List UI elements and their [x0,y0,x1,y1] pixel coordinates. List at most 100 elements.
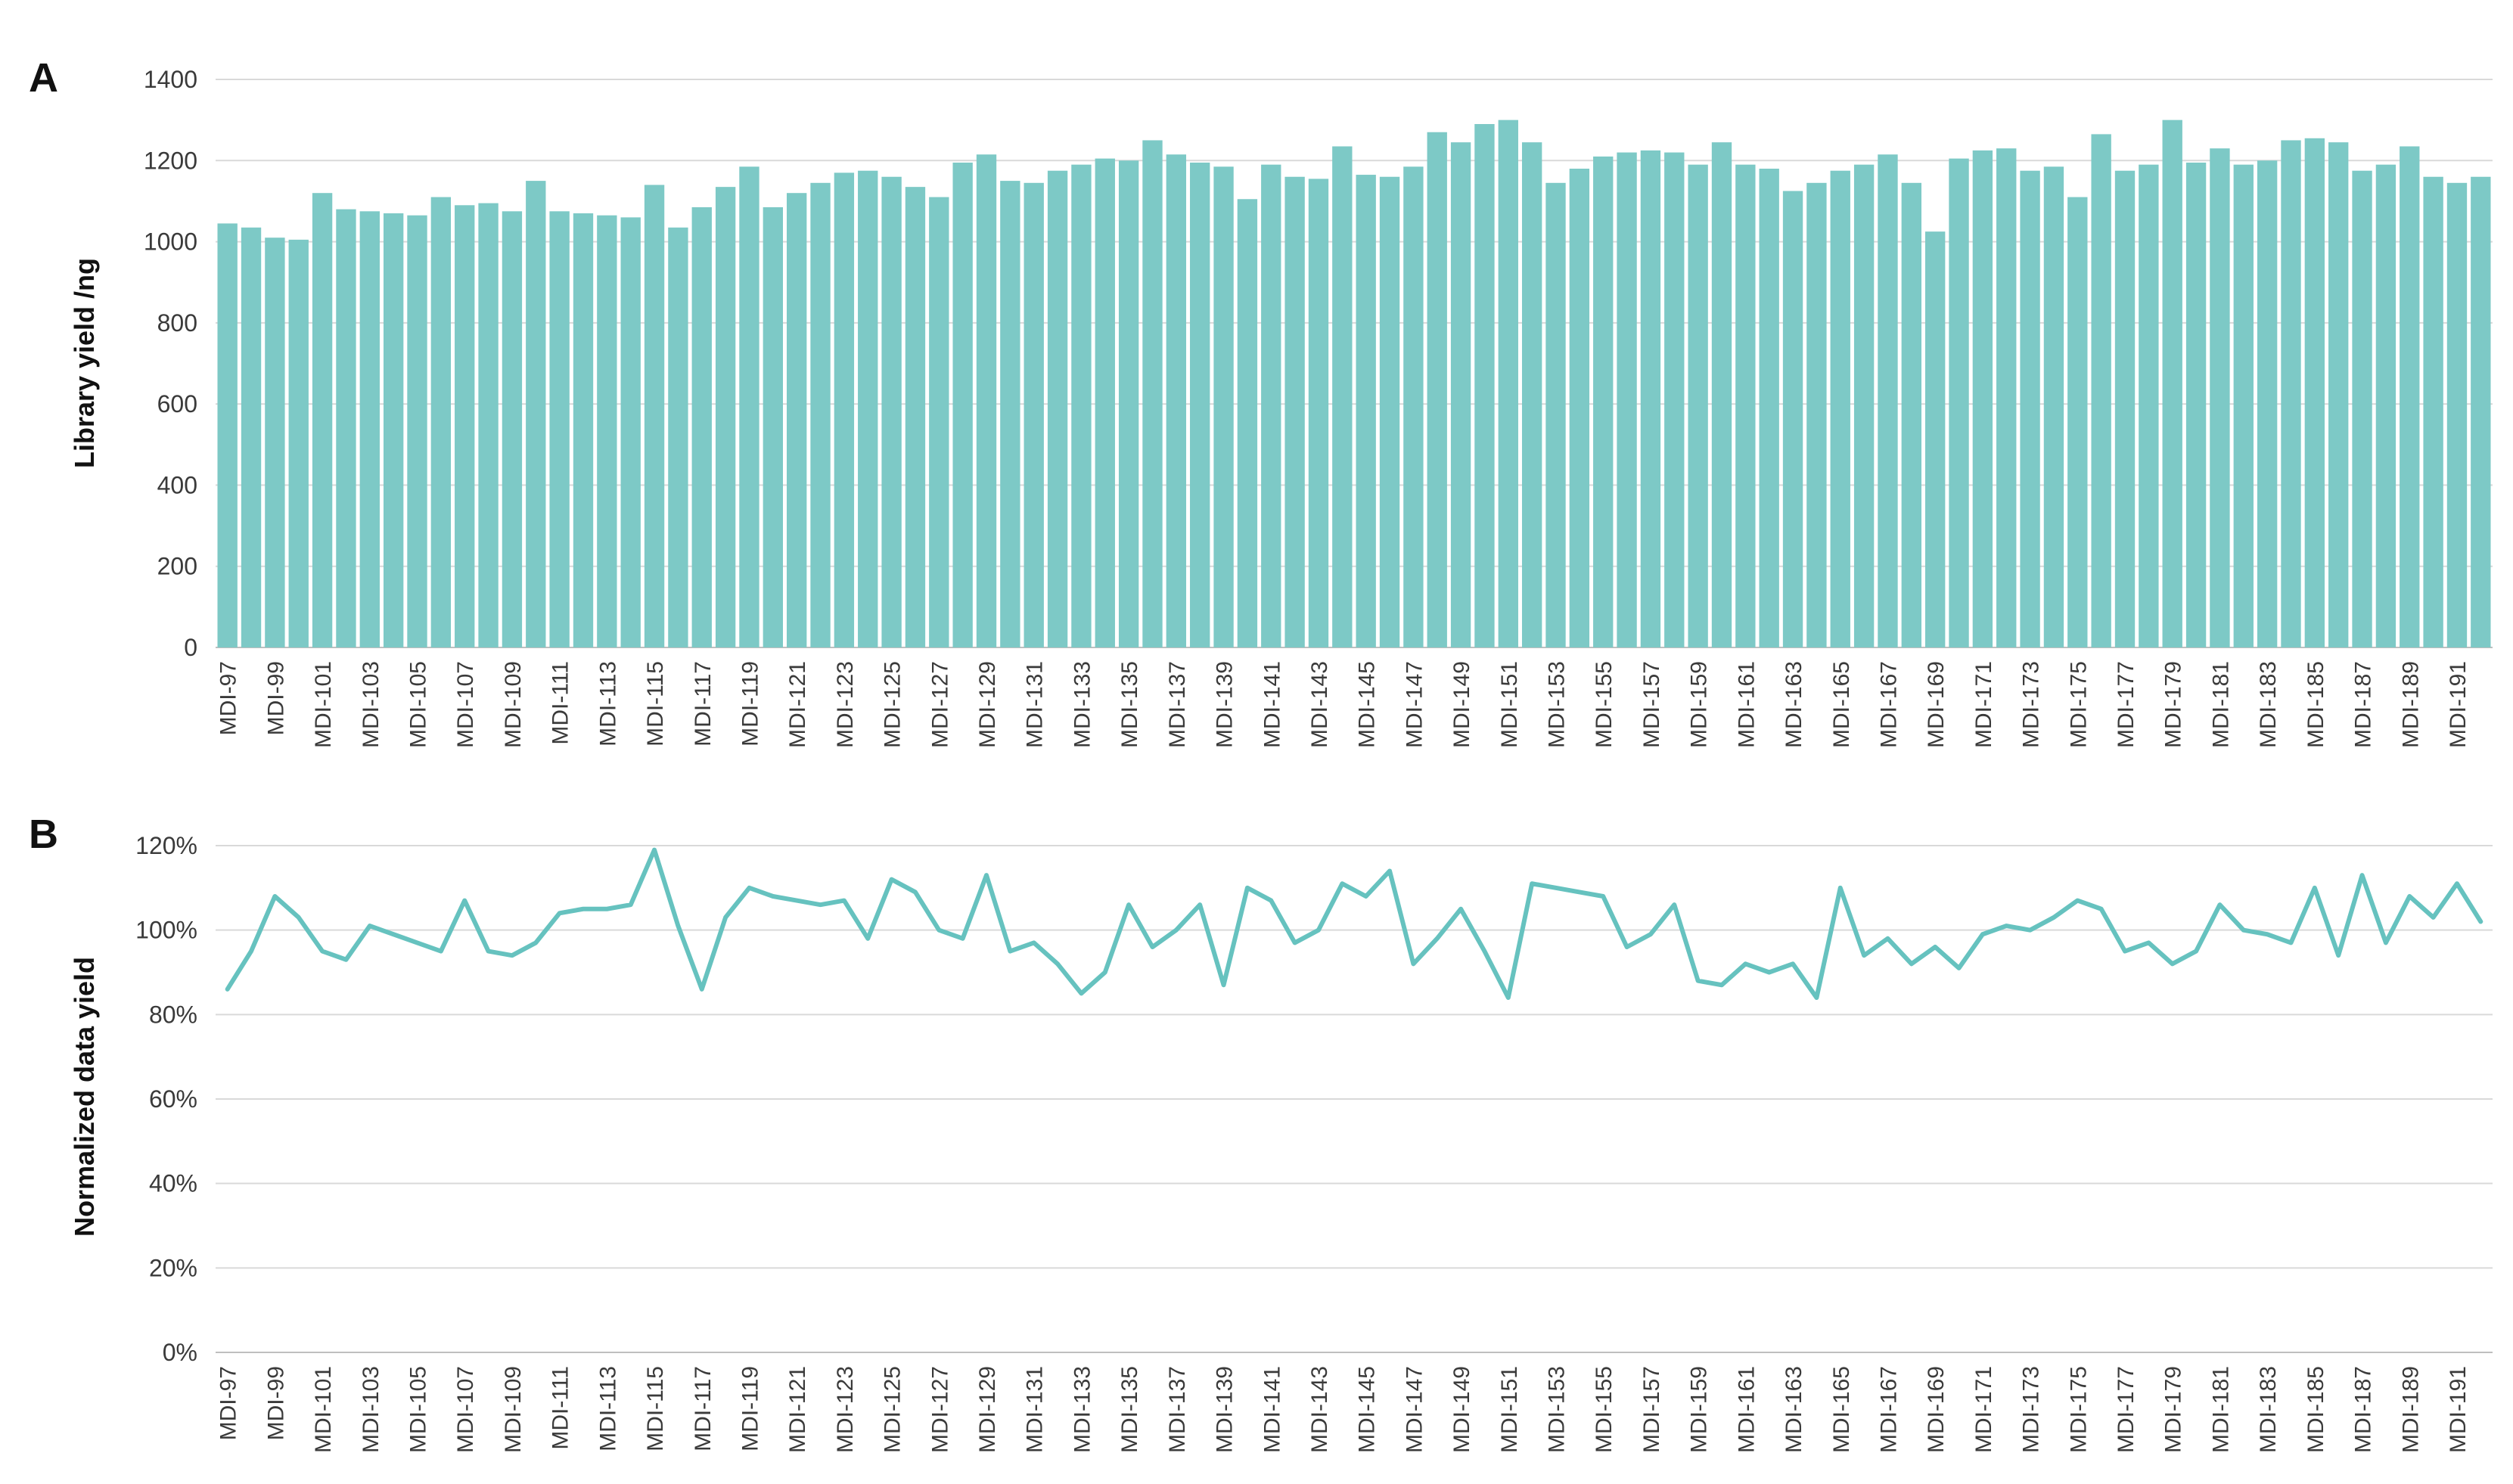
bar [597,215,617,647]
bar [1949,158,1969,647]
x-tick-label: MDI-145 [1355,1366,1380,1453]
bar-chart-library-yield: 0 200 400 600 800 1000 1200 1400 MDI-97 MDI-99 MDI… [144,66,2493,748]
bar [526,181,546,647]
bar [1853,164,1875,647]
bar [1213,166,1234,647]
bar [1545,182,1566,647]
x-tick-label: MDI-113 [595,1366,620,1451]
bar [1332,146,1353,647]
x-tick-label: MDI-167 [1876,661,1901,748]
bar [858,170,878,648]
bar [573,213,594,647]
bar [905,187,926,647]
bar [881,176,902,647]
bar [1735,164,1756,647]
x-tick-label: MDI-181 [2208,661,2233,748]
bar [1925,231,1946,647]
x-tick-label: MDI-143 [1307,1366,1332,1453]
x-tick-label: MDI-149 [1449,661,1474,748]
bar [1593,156,1614,647]
x-tick-label: MDI-187 [2351,661,2376,748]
x-tick-label: MDI-155 [1592,661,1617,748]
bar [1190,162,1210,648]
bar [502,211,523,647]
x-tick-label: MDI-181 [2208,1366,2233,1453]
x-tick-label: MDI-109 [501,661,526,748]
x-tick-label: MDI-111 [548,661,573,745]
y-tick-label: 80% [149,1001,197,1028]
x-tick-label: MDI-125 [881,1366,905,1453]
bar [787,193,807,647]
x-tick-label: MDI-155 [1592,1366,1617,1453]
bar [2446,182,2468,647]
x-tick-label: MDI-141 [1260,1366,1284,1453]
x-tick-label: MDI-185 [2303,1366,2328,1453]
bar [241,227,262,648]
x-tick-label: MDI-189 [2398,1366,2423,1453]
bar [2257,160,2278,648]
x-tick-label: MDI-175 [2066,661,2091,748]
bar [1688,164,1708,647]
x-tick-label: MDI-107 [453,1366,478,1453]
x-tick-label: MDI-99 [263,1366,288,1440]
bar [1617,152,1637,648]
x-tick-label: MDI-129 [975,1366,1000,1453]
x-tick-label: MDI-103 [359,661,384,748]
x-tick-label: MDI-161 [1734,1366,1759,1453]
bar [1261,164,1281,647]
x-tick-label: MDI-179 [2161,661,2186,748]
x-tick-label: MDI-153 [1545,661,1570,748]
x-tick-label: MDI-189 [2398,661,2423,748]
y-tick-label: 1200 [144,147,197,174]
x-tick-label: MDI-127 [927,661,952,748]
bar [620,217,641,647]
bar [1664,152,1685,648]
bar [1024,182,1044,647]
y-tick-label: 600 [157,390,197,418]
x-tick-label: MDI-179 [2161,1366,2186,1453]
x-tick-label: MDI-131 [1023,661,1048,748]
bar [1474,124,1495,647]
x-tick-label: MDI-183 [2256,1366,2281,1453]
x-tick-label: MDI-137 [1165,661,1190,748]
bar [715,187,736,647]
x-tick-label: MDI-173 [2019,661,2044,748]
y-tick-label: 60% [149,1085,197,1113]
bar [2139,164,2159,647]
x-tick-label: MDI-121 [785,661,810,748]
y-tick-label: 100% [135,917,197,944]
x-tick-label: MDI-161 [1734,661,1759,748]
bar [2423,176,2443,647]
x-tick-label: MDI-99 [263,661,288,735]
y-tick-label: 40% [149,1170,197,1197]
x-tick-label: MDI-183 [2256,661,2281,748]
x-tick-label: MDI-191 [2446,661,2471,748]
bar [549,211,570,647]
x-tick-label: MDI-97 [216,661,241,735]
x-tick-label: MDI-123 [833,661,858,748]
y-tick-label: 0% [163,1339,197,1366]
x-tick-label: MDI-117 [691,1366,716,1451]
x-tick-label: MDI-149 [1449,1366,1474,1453]
x-tick-label: MDI-177 [2114,1366,2139,1453]
x-tick-label: MDI-169 [1924,1366,1949,1453]
bar [2352,170,2372,648]
y-tick-label: 120% [135,832,197,859]
bar [2067,197,2088,647]
bar [2210,148,2230,647]
x-tick-label: MDI-133 [1070,661,1095,748]
bar [1830,170,1850,648]
y-tick-label: 400 [157,471,197,498]
x-tick-label: MDI-105 [406,1366,431,1453]
data-line [225,847,2483,1000]
bar [1972,150,1993,647]
x-tick-label: MDI-177 [2114,661,2139,748]
bar [2281,140,2301,647]
x-tick-label: MDI-157 [1639,661,1664,748]
x-tick-label: MDI-101 [311,661,336,748]
bar [1071,164,1092,647]
x-tick-label: MDI-165 [1829,1366,1854,1453]
bar [1284,176,1305,647]
line-chart-normalized-yield: 0% 20% 40% 60% 80% 100% 120% MDI-97 MDI-99 MDI-10… [135,832,2493,1453]
x-tick-label: MDI-115 [643,661,668,747]
